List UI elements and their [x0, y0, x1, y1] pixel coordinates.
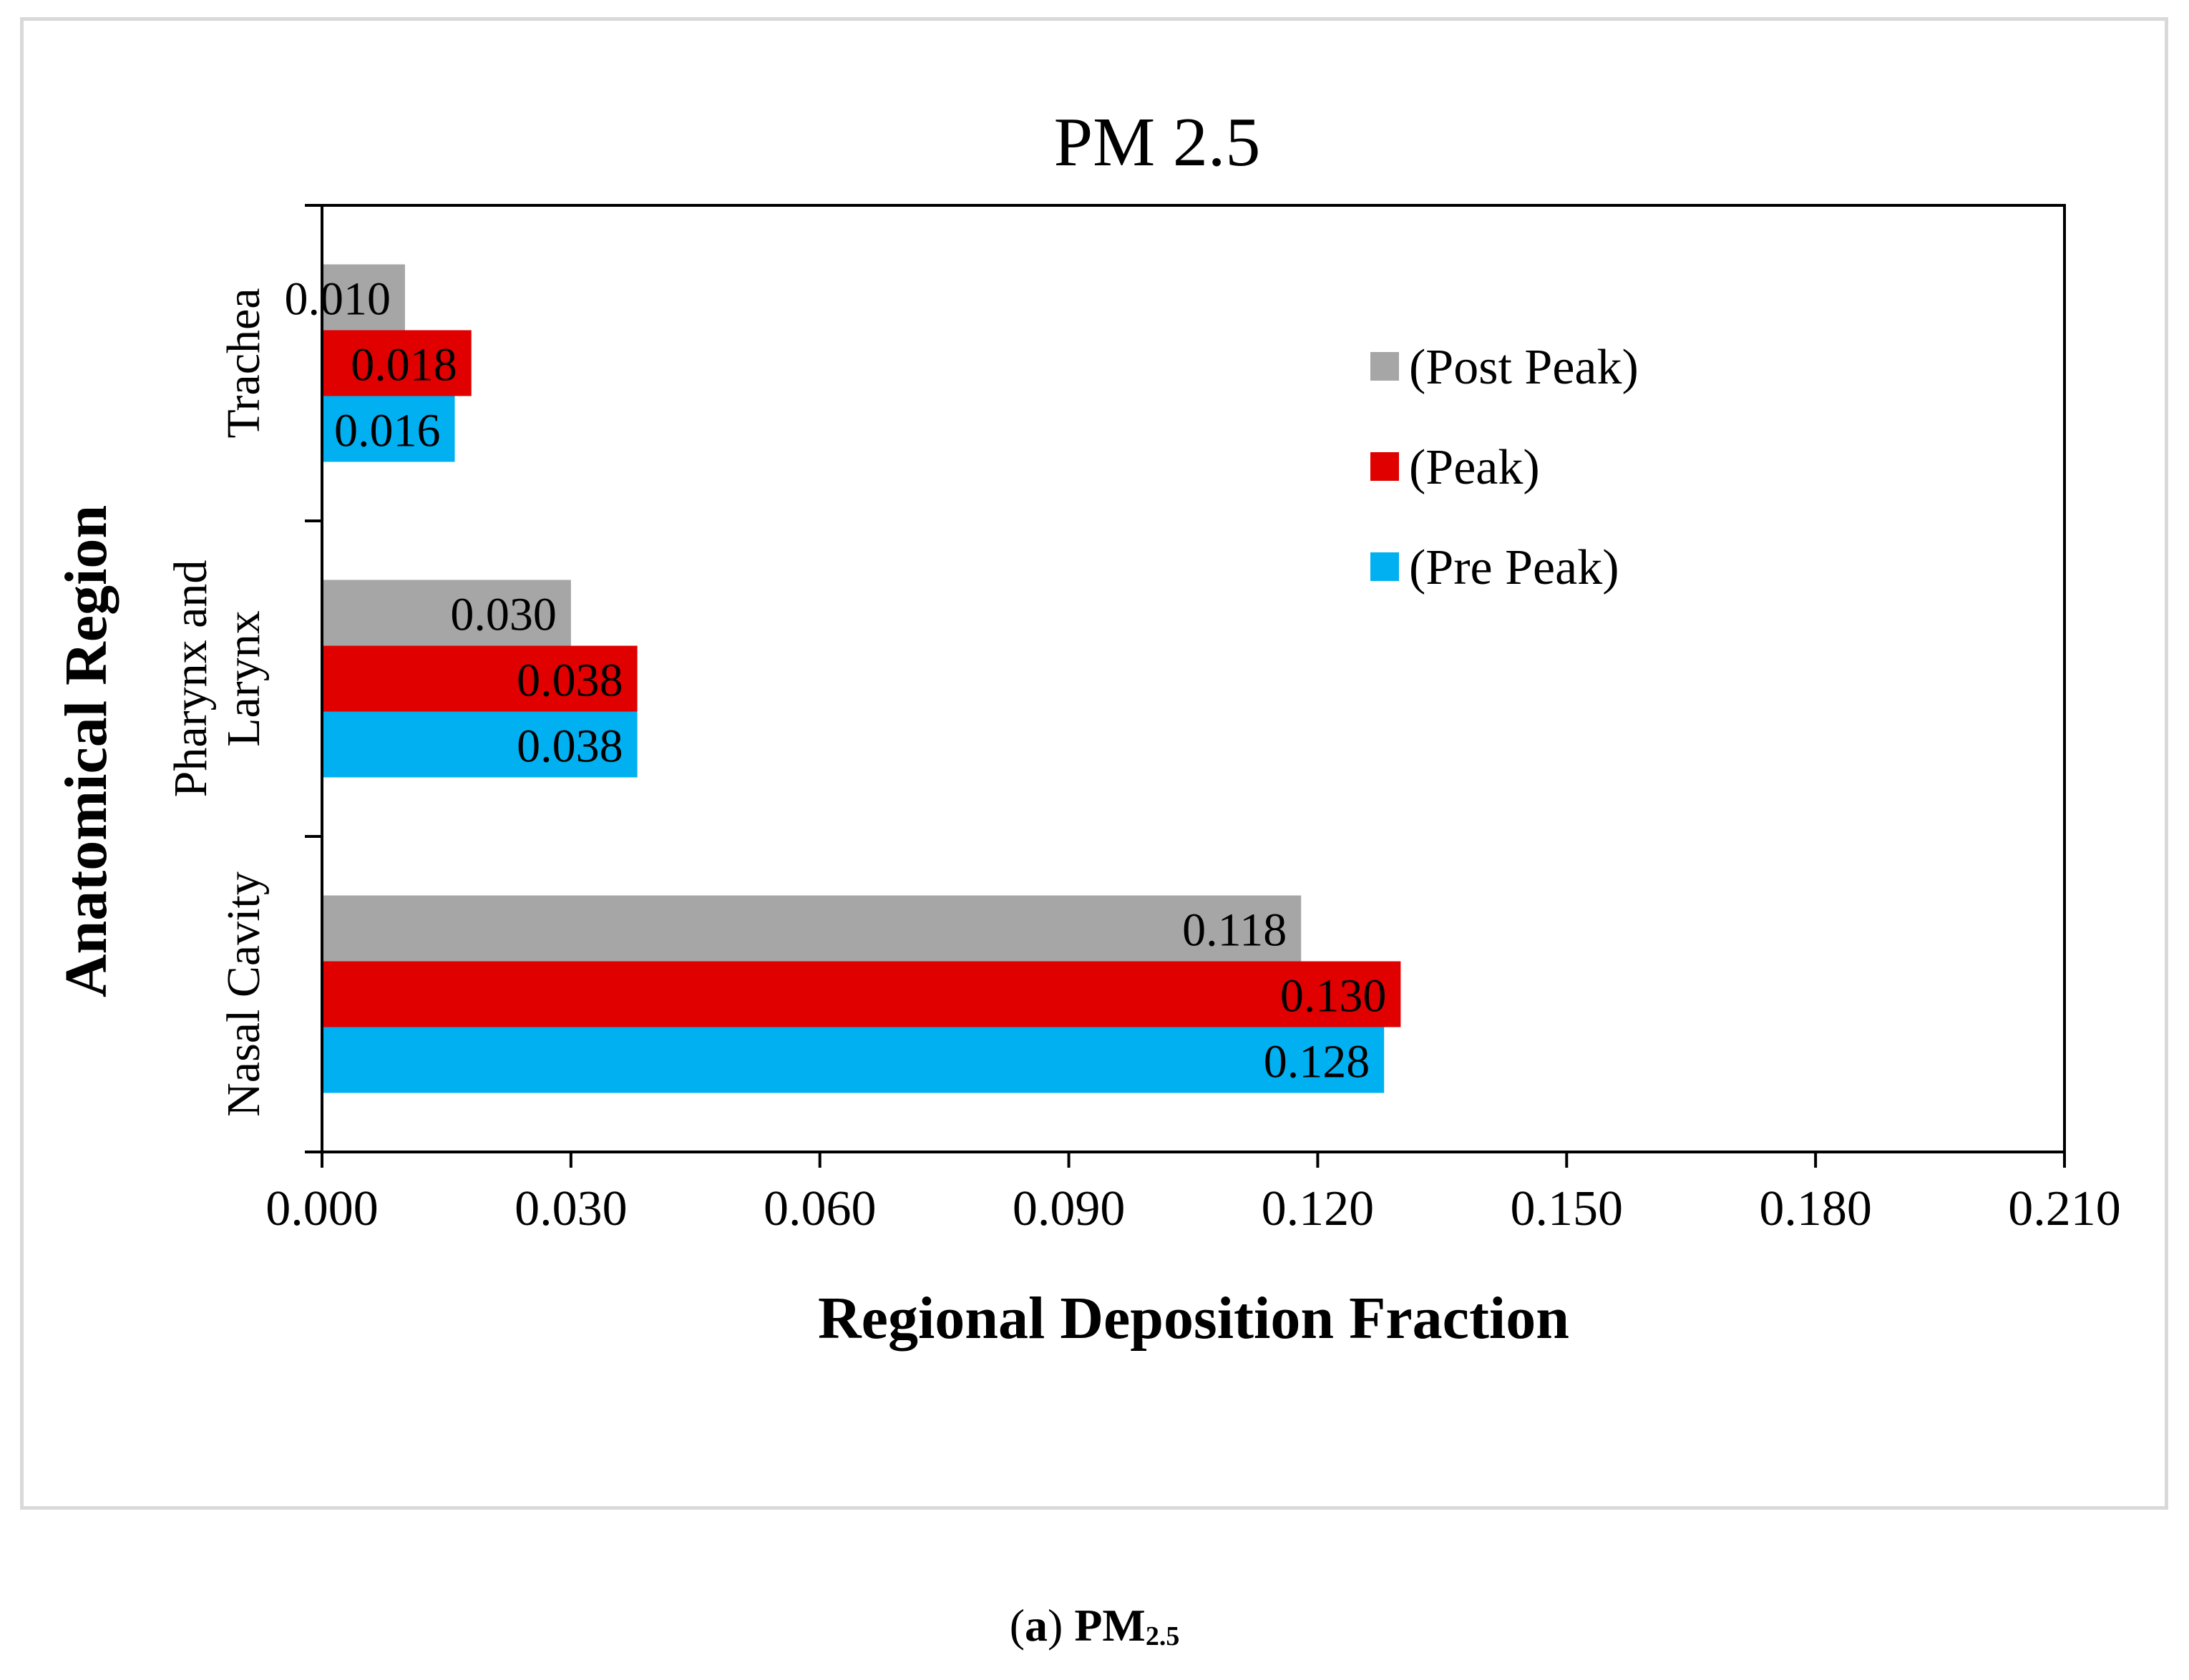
bar [323, 264, 405, 331]
y-tick-label: Nasal Cavity [218, 871, 270, 1117]
legend-label: (Peak) [1409, 440, 1540, 495]
caption-paren-open: ( [1009, 1600, 1025, 1651]
x-tick-label: 0.000 [265, 1181, 379, 1236]
data-label: 0.128 [1264, 1036, 1370, 1088]
bar [323, 711, 638, 778]
data-label: 0.030 [450, 589, 557, 641]
y-axis: Nasal Cavity Pharynx and Larynx Trachea [165, 204, 322, 1153]
legend: (Post Peak) (Peak) (Pre Peak) [1370, 340, 1639, 595]
x-axis: 0.000 0.030 0.060 0.090 0.120 0.150 0.180 0.210 [265, 1152, 2121, 1236]
x-tick-label: 0.090 [1013, 1181, 1126, 1236]
legend-label: (Pre Peak) [1409, 540, 1619, 595]
y-tick-label: Trachea [218, 288, 270, 438]
x-tick-label: 0.150 [1511, 1181, 1624, 1236]
caption-letter: a [1025, 1600, 1048, 1651]
data-label: 0.038 [517, 655, 623, 707]
bar [323, 330, 472, 396]
caption-paren-close: ) [1048, 1600, 1063, 1651]
chart-title: PM 2.5 [1054, 104, 1261, 181]
legend-swatch [1370, 352, 1399, 381]
legend-swatch [1370, 552, 1399, 581]
bar-group [323, 264, 1401, 1093]
caption-subscript: 2.5 [1145, 1621, 1180, 1651]
figure-caption: (a) PM2.5 [0, 1599, 2189, 1652]
y-tick-label: Larynx [218, 610, 270, 747]
y-tick-label: Pharynx and [165, 560, 217, 798]
x-tick-label: 0.060 [764, 1181, 877, 1236]
bar [323, 961, 1401, 1027]
bar [323, 1027, 1385, 1093]
x-tick-label: 0.180 [1759, 1181, 1872, 1236]
legend-label: (Post Peak) [1409, 340, 1639, 395]
data-label: 0.018 [351, 339, 457, 391]
bar [323, 895, 1302, 962]
plot-border [321, 204, 2066, 1153]
bar [323, 580, 571, 646]
x-axis-title: Regional Deposition Fraction [818, 1285, 1569, 1352]
x-tick-label: 0.120 [1262, 1181, 1375, 1236]
plot-area [321, 204, 2066, 1153]
data-label: 0.016 [334, 405, 441, 457]
data-label: 0.010 [284, 273, 391, 326]
bar [323, 396, 455, 462]
data-label: 0.038 [517, 721, 623, 773]
legend-swatch [1370, 452, 1399, 481]
data-label: 0.130 [1280, 970, 1387, 1022]
x-tick-label: 0.030 [515, 1181, 628, 1236]
data-label-group: 0.118 0.130 0.128 0.030 0.038 0.038 0.010 0.018… [284, 273, 1386, 1088]
x-tick-label: 0.210 [2008, 1181, 2121, 1236]
y-axis-title: Anatomical Region [53, 505, 120, 997]
data-label: 0.118 [1182, 904, 1287, 957]
caption-text: PM [1063, 1600, 1146, 1651]
bar [323, 645, 638, 712]
